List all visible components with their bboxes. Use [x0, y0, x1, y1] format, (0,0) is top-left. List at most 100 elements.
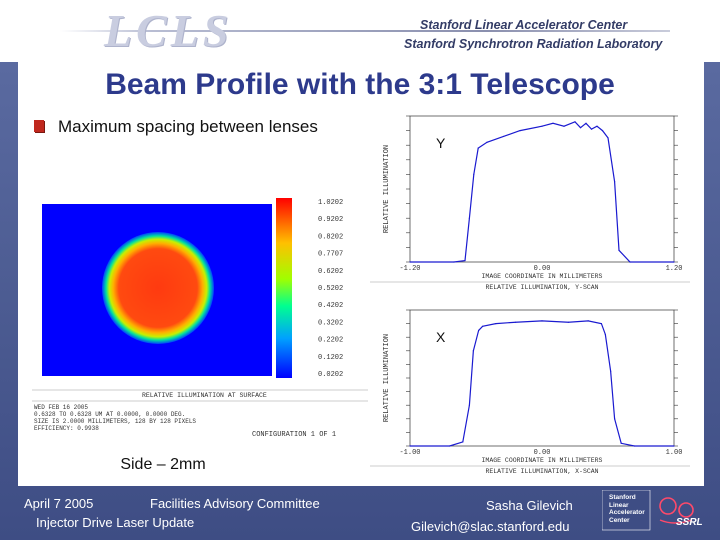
chart-footer: RELATIVE ILLUMINATION, X-SCAN — [485, 468, 598, 475]
colorbar-tick-label: 0.1202 — [318, 354, 343, 362]
lab-name-ssrl: Stanford Synchrotron Radiation Laborator… — [404, 37, 663, 51]
profile-point — [541, 320, 543, 322]
profile-point — [468, 217, 470, 219]
profile-point — [618, 249, 620, 251]
figure-caption: Side – 2mm — [120, 456, 206, 473]
beam-info-line: SIZE IS 2.0000 MILLIMETERS, 128 BY 128 P… — [34, 418, 196, 425]
colorbar-tick-label: 0.5202 — [318, 285, 343, 293]
profile-point — [610, 370, 612, 372]
profile-point — [468, 404, 470, 406]
colorbar-tick-label: 0.4202 — [318, 302, 343, 310]
profile-point — [587, 320, 589, 322]
profile-point — [567, 321, 569, 323]
profile-point — [552, 122, 554, 124]
profile-point — [596, 125, 598, 127]
profile-line — [410, 121, 674, 263]
profile-point — [563, 125, 565, 127]
x-profile-chart: X -1.00 0.00 1.00 IMAGE COORDINATE IN MILLIM… — [370, 300, 690, 478]
profile-point — [600, 323, 602, 325]
profile-point — [629, 261, 631, 263]
profile-point — [601, 130, 604, 132]
colorbar-tick-label: 0.3202 — [318, 319, 343, 327]
profile-point — [579, 127, 582, 129]
profile-point — [472, 350, 474, 352]
footer-meeting: Facilities Advisory Committee — [150, 496, 320, 511]
footer-topic: Injector Drive Laser Update — [36, 515, 195, 530]
slac-logo-line: Accelerator — [609, 509, 645, 516]
profile-point — [519, 130, 521, 132]
profile-point — [585, 122, 587, 124]
beam-info-line: 0.6328 TO 0.6328 UM AT 0.0000, 0.0000 DE… — [34, 411, 185, 418]
profile-point — [449, 445, 451, 447]
plot-frame — [409, 115, 675, 263]
profile-point — [462, 441, 464, 443]
profile-point — [515, 321, 517, 323]
beam-info-line: EFFICIENCY: 0.9938 — [34, 425, 99, 432]
header-stripe — [60, 30, 670, 32]
chart-title: Y — [436, 135, 446, 151]
profile-point — [614, 418, 616, 420]
config-label: CONFIGURATION 1 OF 1 — [252, 431, 336, 439]
y-profile-svg: Y -1.20 0.00 1.20 IMAGE COORDINATE IN MILLIM… — [370, 115, 690, 291]
footer-author: Sasha Gilevich — [486, 498, 573, 513]
profile-point — [477, 147, 479, 149]
colorbar-tick-label: 1.0202 — [318, 199, 343, 207]
bullet-text: Maximum spacing between lenses — [58, 117, 318, 136]
colorbar-tick-label: 0.7707 — [318, 251, 343, 259]
y-axis-label: RELATIVE ILLUMINATION — [383, 145, 391, 233]
profile-point — [607, 137, 609, 139]
chart-footer: RELATIVE ILLUMINATION, Y-SCAN — [485, 284, 598, 291]
slac-logo-line: Linear — [609, 501, 629, 509]
y-profile-chart: Y -1.20 0.00 1.20 IMAGE COORDINATE IN MILLIM… — [370, 106, 690, 294]
profile-point — [604, 333, 606, 336]
profile-point — [502, 135, 505, 138]
beam-image-svg: 1.0202 0.9202 0.8202 0.7707 0.6202 0.5202 0.42… — [32, 198, 368, 439]
profile-point — [486, 141, 488, 143]
slide-title: Beam Profile with the 3:1 Telescope — [105, 68, 615, 101]
footer-date: April 7 2005 — [24, 496, 94, 511]
colorbar-tick-label: 0.2202 — [318, 337, 343, 345]
profile-point — [614, 181, 616, 183]
profile-point — [453, 261, 455, 263]
colorbar-tick-label: 0.0202 — [318, 371, 343, 379]
bullet-marker — [34, 120, 44, 132]
slac-logo-text: Stanford Linear Accelerator Center — [609, 494, 645, 524]
profile-point — [620, 442, 622, 444]
x-tick-label: -1.00 — [399, 449, 420, 457]
profile-point — [574, 121, 576, 123]
chart-title: X — [436, 329, 446, 345]
x-axis-label: IMAGE COORDINATE IN MILLIMETERS — [482, 273, 603, 280]
colorbar-tick-label: 0.6202 — [318, 268, 343, 276]
y-axis-label: RELATIVE ILLUMINATION — [383, 334, 391, 422]
beam-plot-title: RELATIVE ILLUMINATION AT SURFACE — [142, 392, 267, 399]
x-tick-label: 0.00 — [534, 265, 551, 273]
x-tick-label: -1.20 — [399, 265, 420, 273]
slide-header: LCLS Stanford Linear Accelerator Center … — [0, 0, 720, 62]
beam-spot — [102, 232, 214, 344]
profile-line — [410, 320, 674, 447]
slac-logo-line: Center — [609, 516, 630, 524]
beam-image-plot: 1.0202 0.9202 0.8202 0.7707 0.6202 0.5202 0.42… — [32, 190, 368, 440]
beam-info-line: WED FEB 16 2005 — [34, 404, 88, 411]
profile-point — [473, 173, 475, 175]
lcls-logo: LCLS — [104, 5, 233, 56]
profile-point — [409, 445, 411, 447]
x-axis-label: IMAGE COORDINATE IN MILLIMETERS — [482, 457, 603, 464]
colorbar-tick-label: 0.9202 — [318, 216, 343, 224]
profile-point — [633, 445, 635, 447]
profile-point — [495, 323, 497, 325]
profile-point — [464, 259, 466, 262]
profile-point — [482, 325, 484, 327]
profile-point — [673, 445, 675, 447]
profile-point — [541, 125, 543, 127]
x-tick-label: 1.20 — [666, 265, 683, 273]
footer-email: Gilevich@slac.stanford.edu — [411, 519, 570, 534]
slac-logo-line: Stanford — [609, 494, 636, 501]
x-profile-svg: X -1.00 0.00 1.00 IMAGE COORDINATE IN MILLIM… — [370, 309, 690, 475]
colorbar-labels: 1.0202 0.9202 0.8202 0.7707 0.6202 0.5202 0.42… — [318, 199, 343, 379]
plot-frame — [409, 309, 675, 447]
x-tick-label: 0.00 — [534, 449, 551, 457]
x-tick-label: 1.00 — [666, 449, 683, 457]
profile-point — [409, 261, 411, 263]
